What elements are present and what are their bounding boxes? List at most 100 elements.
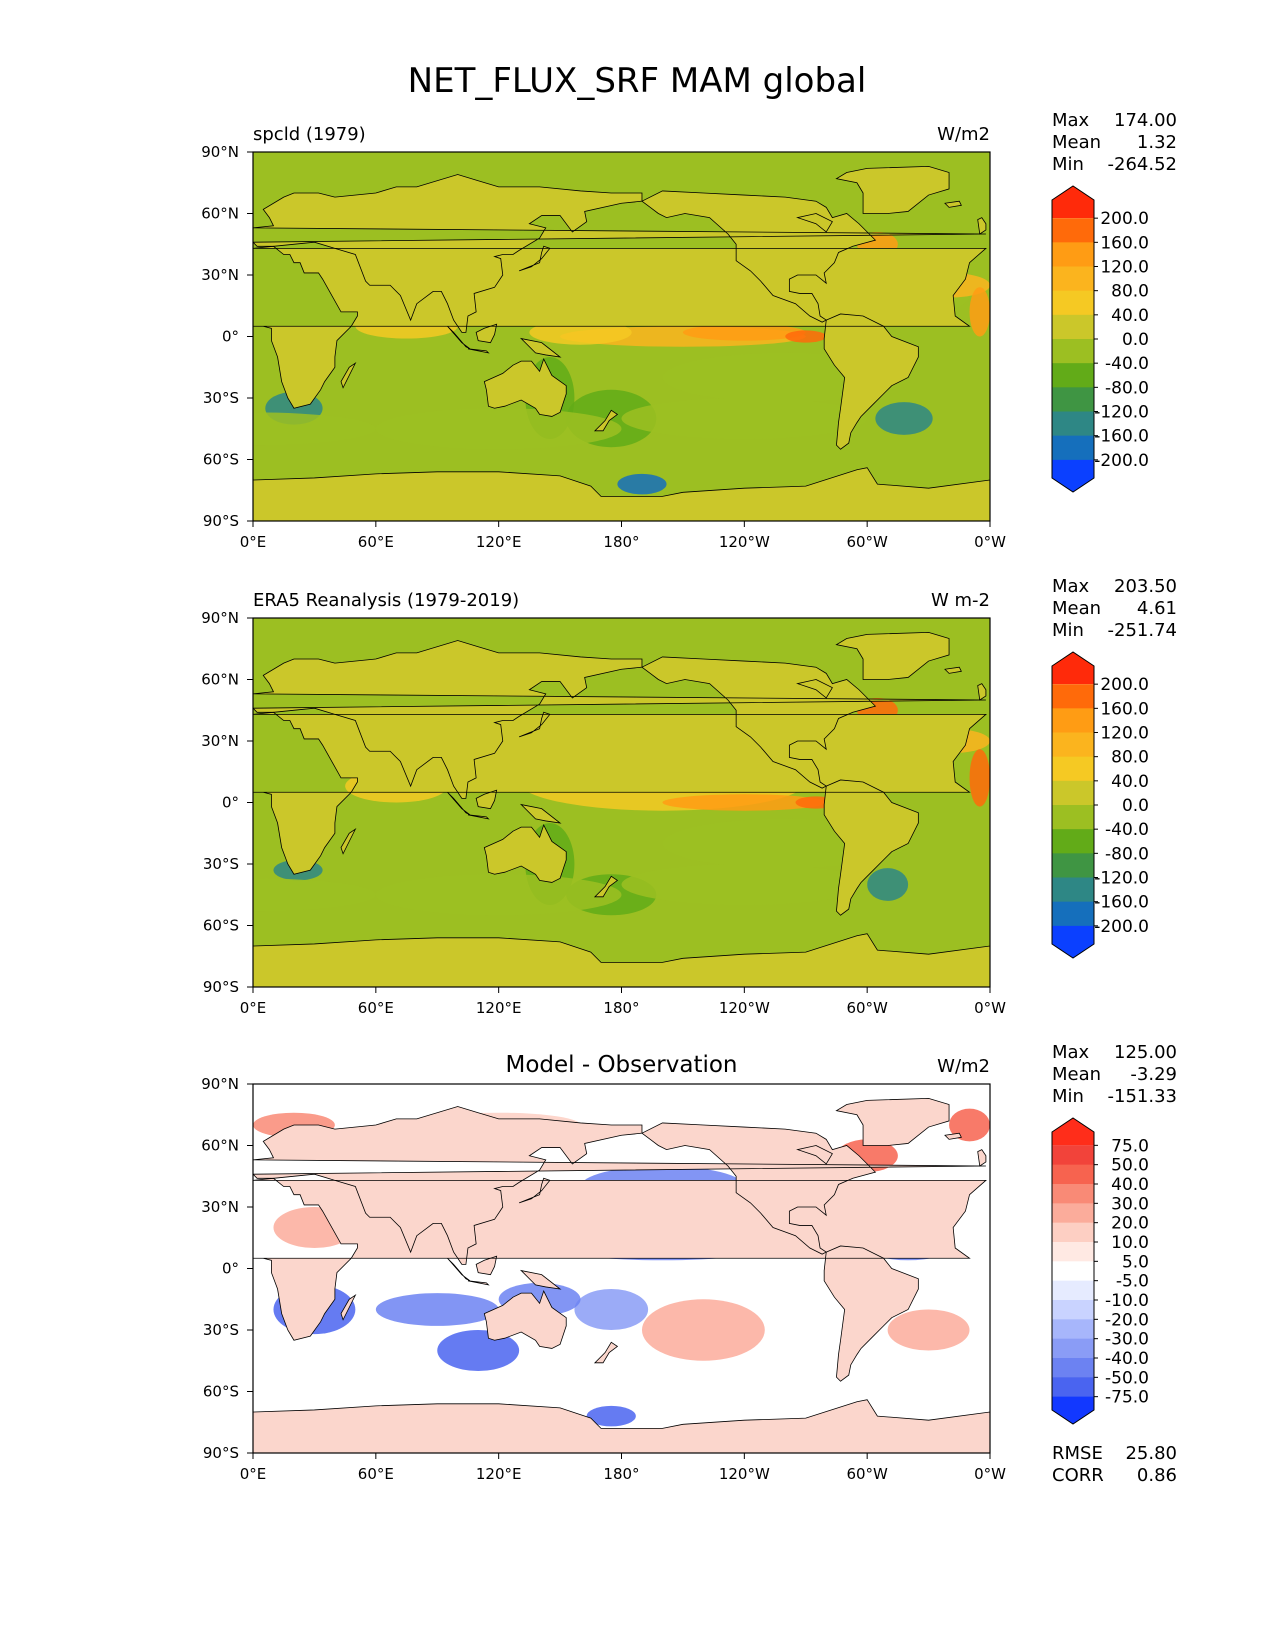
stat-value-max: 174.00 (1114, 110, 1177, 131)
coastline (796, 679, 833, 699)
coastline (977, 217, 987, 235)
colorbar-label: -40.0 (1105, 1349, 1149, 1369)
colorbar-swatch (1052, 1338, 1094, 1359)
lat-tick-label: 0° (222, 328, 239, 346)
land-area (476, 790, 497, 809)
stat-value-mean: -3.29 (1130, 1064, 1177, 1085)
colorbar-label: -200.0 (1094, 451, 1149, 471)
field-anomaly (437, 1330, 520, 1371)
colorbar-outline (1051, 185, 1095, 493)
lat-tick-label: 60°S (203, 451, 239, 469)
coastline (253, 245, 987, 409)
panel-title: Model - Observation (505, 1052, 737, 1078)
coastline (519, 337, 562, 358)
field-anomaly (375, 408, 622, 450)
colorbar-swatch (1052, 218, 1094, 243)
land-area (977, 217, 986, 234)
colorbar-swatch (1052, 1222, 1094, 1243)
colorbar-label: -120.0 (1094, 403, 1149, 423)
coastline (593, 409, 619, 432)
lat-tick-label: 0° (222, 794, 239, 812)
coastline (253, 933, 990, 987)
colorbar-label: -200.0 (1094, 917, 1149, 937)
colorbar-label: -30.0 (1105, 1330, 1149, 1350)
colorbar: 75.050.040.030.020.010.05.0-5.0-10.0-20.… (1051, 1117, 1149, 1425)
colorbar-label: 80.0 (1111, 282, 1149, 302)
coastline (340, 361, 357, 389)
colorbar-swatch (1052, 925, 1094, 958)
field-anomaly (785, 330, 827, 343)
stat-label-mean: Mean (1052, 1064, 1101, 1085)
stat-label-mean: Mean (1052, 132, 1101, 153)
land-area (521, 1270, 561, 1289)
colorbar-label: 160.0 (1100, 233, 1149, 253)
lon-tick-label: 180° (603, 1465, 639, 1483)
colorbar-swatch (1052, 1396, 1094, 1424)
lon-tick-label: 0°E (240, 533, 267, 551)
land-area (484, 1291, 567, 1349)
colorbar-swatch (1052, 1280, 1094, 1301)
coastline (467, 1280, 490, 1286)
field-anomaly (621, 398, 868, 439)
stat-label-max: Max (1052, 1042, 1090, 1063)
land-area (253, 640, 986, 799)
colorbar-label: 5.0 (1122, 1252, 1149, 1272)
colorbar-label: 0.0 (1122, 796, 1149, 816)
colorbar-label: -160.0 (1094, 427, 1149, 447)
coastline (518, 245, 551, 272)
lon-tick-label: 180° (603, 533, 639, 551)
colorbar-swatch (1052, 652, 1094, 685)
lon-tick-label: 0°E (240, 1465, 267, 1483)
lat-tick-label: 90°S (203, 1444, 239, 1462)
coastline (519, 1269, 562, 1290)
lon-tick-label: 0°E (240, 999, 267, 1017)
lon-tick-label: 120°E (476, 999, 522, 1017)
colorbar-swatch (1052, 1358, 1094, 1378)
coastline (475, 1255, 498, 1276)
field-anomaly (253, 878, 376, 912)
coastline (253, 1106, 986, 1265)
stat-value-corr: 0.86 (1137, 1465, 1177, 1486)
lon-tick-label: 120°E (476, 533, 522, 551)
lon-tick-label: 60°E (358, 533, 394, 551)
land-area (836, 632, 950, 680)
coastline (483, 824, 567, 883)
land-area (836, 166, 950, 214)
lon-tick-label: 60°W (846, 1465, 888, 1483)
coastline (593, 1341, 619, 1364)
lat-tick-label: 30°S (203, 1321, 239, 1339)
lat-tick-label: 90°S (203, 512, 239, 530)
land-area (824, 313, 919, 450)
colorbar-swatch (1052, 314, 1094, 340)
coastline (253, 467, 990, 521)
lat-tick-label: 60°S (203, 1383, 239, 1401)
colorbar-swatch (1052, 435, 1094, 461)
coastline (483, 358, 567, 417)
land-area (836, 1098, 950, 1146)
colorbar-label: -20.0 (1105, 1310, 1149, 1330)
colorbar-label: -75.0 (1105, 1388, 1149, 1408)
stat-value-min: -251.74 (1108, 620, 1177, 641)
lon-tick-label: 120°E (476, 1465, 522, 1483)
land-area (824, 779, 919, 916)
coastline (447, 1257, 471, 1282)
stat-value-min: -151.33 (1108, 1086, 1177, 1107)
colorbar-label: -80.0 (1105, 844, 1149, 864)
lat-tick-label: 90°S (203, 978, 239, 996)
colorbar-label: -120.0 (1094, 869, 1149, 889)
land-area (521, 338, 561, 357)
land-area (253, 467, 990, 521)
stat-label-min: Min (1052, 154, 1084, 175)
colorbar-label: 200.0 (1100, 209, 1149, 229)
lat-tick-label: 30°S (203, 855, 239, 873)
stat-value-rmse: 25.80 (1125, 1443, 1177, 1464)
coastline (977, 683, 987, 701)
land-area (797, 679, 833, 698)
colorbar-label: 20.0 (1111, 1214, 1149, 1234)
coastline (796, 213, 833, 233)
coastline (518, 1177, 551, 1204)
colorbar-label: 40.0 (1111, 772, 1149, 792)
lon-tick-label: 60°E (358, 999, 394, 1017)
field-anomaly (662, 794, 827, 811)
